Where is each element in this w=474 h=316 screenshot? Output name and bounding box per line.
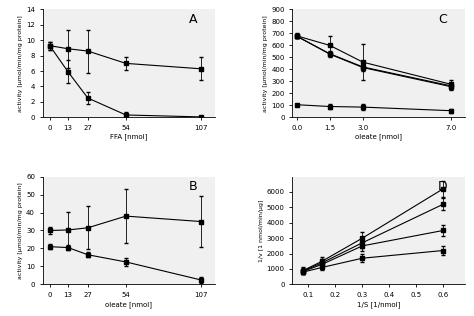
Y-axis label: activity [μmol/min/mg protein]: activity [μmol/min/mg protein]: [18, 182, 23, 279]
X-axis label: 1/S [1/nmol]: 1/S [1/nmol]: [357, 301, 400, 307]
Text: C: C: [438, 13, 447, 26]
Y-axis label: activity [μmol/min/mg protein]: activity [μmol/min/mg protein]: [264, 15, 268, 112]
X-axis label: oleate [nmol]: oleate [nmol]: [105, 301, 152, 307]
X-axis label: oleate [nmol]: oleate [nmol]: [355, 134, 402, 140]
Text: D: D: [438, 180, 447, 193]
Text: A: A: [189, 13, 198, 26]
Y-axis label: 1/v [1 nmol/min/μg]: 1/v [1 nmol/min/μg]: [259, 199, 264, 262]
Text: B: B: [189, 180, 198, 193]
Y-axis label: activity [μmol/min/mg protein]: activity [μmol/min/mg protein]: [18, 15, 23, 112]
X-axis label: FFA [nmol]: FFA [nmol]: [110, 134, 147, 140]
